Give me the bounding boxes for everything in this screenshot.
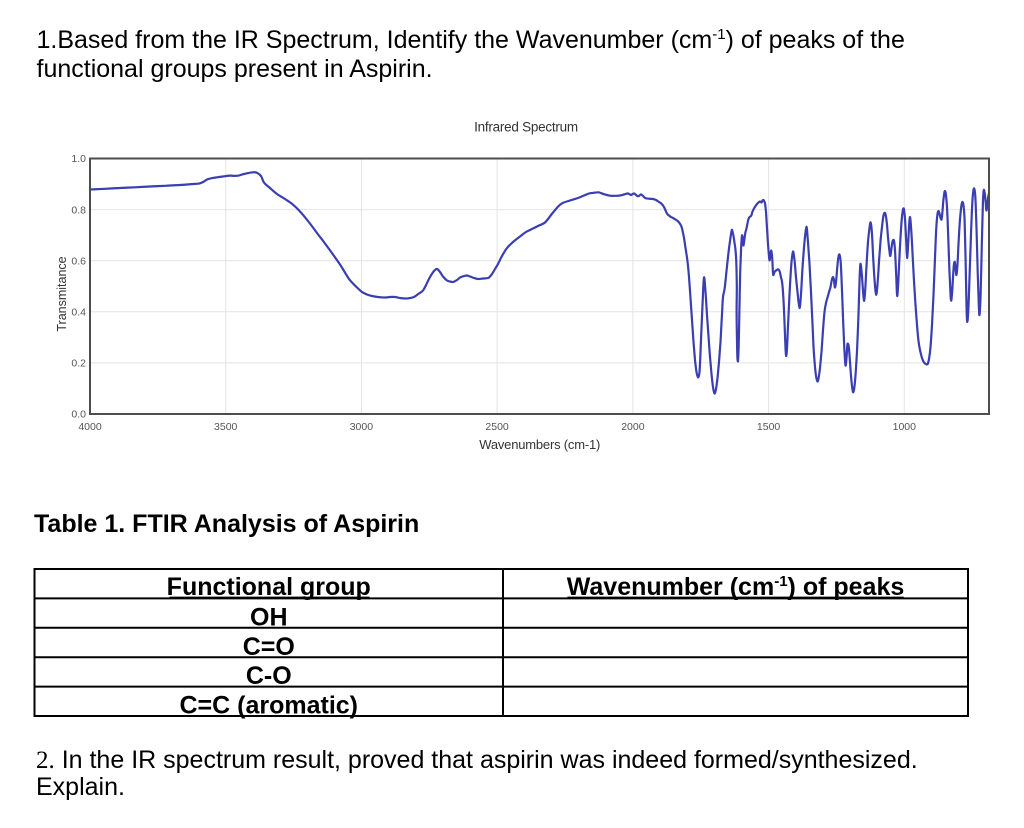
svg-text:1000: 1000 [893, 421, 917, 433]
svg-text:2000: 2000 [621, 421, 645, 433]
svg-text:3500: 3500 [214, 421, 238, 433]
svg-text:Wavenumbers (cm-1): Wavenumbers (cm-1) [479, 437, 600, 452]
svg-text:C-O: C-O [246, 662, 292, 690]
svg-text:0.6: 0.6 [71, 255, 86, 267]
svg-text:1.0: 1.0 [71, 153, 86, 165]
svg-text:Infrared Spectrum: Infrared Spectrum [474, 120, 578, 135]
svg-text:Transmitance: Transmitance [55, 256, 69, 331]
svg-text:2500: 2500 [485, 421, 509, 433]
svg-text:0.8: 0.8 [71, 204, 86, 216]
svg-text:OH: OH [250, 603, 288, 631]
svg-text:Functional group: Functional group [167, 573, 371, 601]
svg-text:1500: 1500 [757, 421, 781, 433]
svg-text:0.2: 0.2 [71, 358, 86, 370]
svg-text:0.0: 0.0 [71, 409, 86, 421]
svg-text:Wavenumber (cm-1) of peaks: Wavenumber (cm-1) of peaks [567, 573, 905, 601]
svg-text:C=C (aromatic): C=C (aromatic) [179, 692, 358, 720]
svg-text:3000: 3000 [350, 421, 374, 433]
svg-text:C=O: C=O [243, 633, 295, 661]
svg-text:0.4: 0.4 [71, 307, 86, 319]
svg-text:4000: 4000 [78, 421, 102, 433]
